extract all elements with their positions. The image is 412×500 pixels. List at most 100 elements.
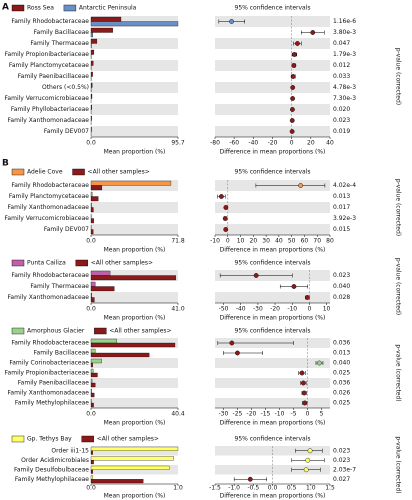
bar: [90, 16, 122, 22]
legend-label: Adelie Cove: [27, 169, 63, 176]
p-axis-title: p-value (corrected): [395, 179, 402, 236]
bar: [90, 352, 150, 358]
legend-swatch: [63, 4, 77, 12]
p-value: 3.92e-3: [333, 215, 356, 222]
diff-point: [289, 129, 295, 134]
diff-point: [316, 360, 322, 366]
diff-tick-label: -10: [287, 306, 297, 313]
legend-swatch: [94, 327, 107, 335]
bar: [90, 60, 94, 66]
diff-point: [301, 390, 307, 396]
x-tick-label: 0.0: [86, 140, 96, 147]
category-label: Family Paenibacillaceae: [18, 380, 90, 387]
row-band: [215, 202, 330, 213]
p-value: 0.015: [333, 226, 350, 233]
diff-point: [310, 30, 316, 35]
category-label: Family Thermaceae: [30, 40, 89, 47]
bar: [90, 469, 93, 474]
diff-tick-label: 1.0: [306, 485, 316, 492]
diff-tick-label: -10: [210, 238, 220, 245]
panel-label: A: [2, 3, 9, 13]
legend-swatch: [72, 168, 85, 176]
p-value: 4.78e-3: [333, 84, 356, 91]
diff-point: [303, 467, 309, 473]
diff-point: [229, 19, 234, 24]
category-label: Family Planctomycetaceae: [9, 62, 89, 69]
category-label: Family Planctomycetaceae: [9, 193, 89, 200]
diff-point: [290, 85, 296, 90]
diff-tick-label: -5: [291, 411, 297, 418]
row-band: [215, 126, 330, 137]
diff-tick-label: 60: [301, 238, 309, 245]
bar: [90, 202, 92, 208]
diff-tick-label: 40: [275, 238, 283, 245]
row-band: [215, 60, 330, 71]
ci-title: 95% confidence intervals: [235, 260, 311, 267]
category-label: Family Xanthomonadaceae: [8, 204, 90, 211]
row-band: [91, 60, 178, 71]
category-label: Order Acidimicrobiales: [21, 457, 89, 464]
bar: [90, 180, 172, 186]
diff-point: [235, 350, 240, 356]
bar: [90, 185, 103, 191]
diff-tick-label: 0.0: [268, 485, 278, 492]
diff-point: [247, 476, 253, 482]
row-band: [91, 82, 178, 93]
category-label: Family DEV007: [44, 226, 89, 233]
x-tick-label: 0.0: [86, 485, 96, 492]
p-value: 0.047: [333, 40, 350, 47]
diff-tick-label: -80: [210, 140, 220, 147]
bar: [90, 82, 93, 88]
p-axis-title: p-value (corrected): [395, 48, 402, 105]
bar: [90, 362, 93, 368]
diff-point: [290, 96, 296, 101]
p-value: 0.040: [333, 360, 350, 367]
diff-tick-label: 40: [326, 140, 334, 147]
row-band: [215, 358, 330, 368]
bar: [90, 126, 92, 132]
bar: [90, 191, 93, 197]
diff-point: [290, 107, 295, 112]
diff-tick-label: -1.0: [228, 485, 240, 492]
category-label: Family Xanthomonadaceae: [8, 390, 90, 397]
category-label: Others (<0.5%): [42, 84, 89, 91]
row-band: [215, 224, 330, 235]
diff-point: [292, 52, 297, 57]
row-band: [91, 104, 178, 115]
bar: [90, 402, 94, 408]
bar: [90, 38, 98, 44]
bar: [90, 49, 95, 55]
row-band: [215, 378, 330, 388]
category-label: Family DEV007: [44, 128, 89, 135]
diff-tick-label: -60: [229, 140, 239, 147]
p-value: 0.023: [333, 457, 350, 464]
bar: [90, 460, 94, 465]
bar: [90, 270, 111, 276]
x-axis-title: Mean proportion (%): [104, 149, 166, 156]
bar: [90, 71, 93, 77]
legend-label: Punta Cailiza: [27, 260, 66, 267]
bar: [90, 286, 115, 292]
row-band: [91, 224, 178, 235]
category-label: Family Rhodobacteraceae: [11, 340, 89, 347]
diff-tick-label: -15: [261, 411, 271, 418]
category-label: Family Paenibacillaceae: [18, 73, 90, 80]
diff-tick-label: -40: [248, 140, 258, 147]
p-value: 0.028: [333, 294, 350, 301]
row-band: [215, 38, 330, 49]
category-label: Family Rhodobacteraceae: [11, 272, 89, 279]
diff-point: [302, 400, 308, 406]
panel-label: B: [2, 159, 9, 169]
row-band: [91, 398, 178, 408]
bar: [90, 358, 102, 364]
row-band: [91, 202, 178, 213]
category-label: Family Verrucomicrobiaceae: [5, 95, 90, 102]
p-value: 0.013: [333, 193, 350, 200]
legend-label: <All other samples>: [91, 260, 153, 267]
legend-swatch: [11, 435, 25, 443]
p-value: 0.019: [333, 128, 350, 135]
diff-point: [289, 118, 295, 123]
bar: [90, 207, 94, 213]
diff-point: [222, 216, 228, 221]
x-tick-label: 95.7: [171, 140, 185, 147]
